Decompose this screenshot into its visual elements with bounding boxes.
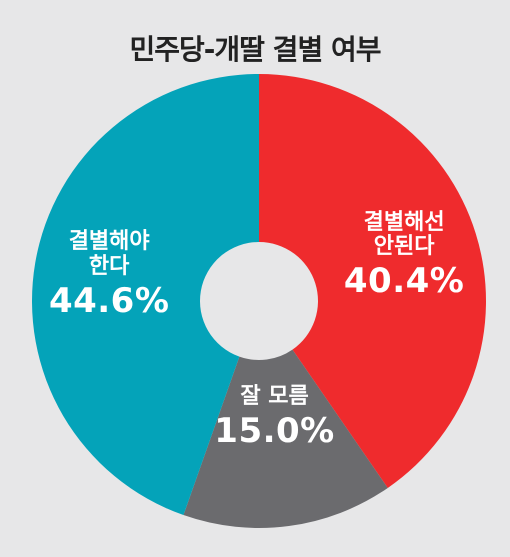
slice-percent: 40.4% bbox=[343, 261, 465, 302]
slice-label-should-split: 결별해야 한다 44.6% bbox=[49, 230, 169, 320]
slice-name: 잘 모름 bbox=[240, 384, 309, 410]
pie-slice bbox=[32, 74, 260, 516]
slice-label-unsure: 잘 모름 15.0% bbox=[214, 384, 335, 452]
slice-label-should-not-split: 결별해선 안된다 40.4% bbox=[343, 209, 465, 302]
slice-name: 결별해선 안된다 bbox=[363, 209, 445, 260]
chart-title: 민주당-개딸 결별 여부 bbox=[129, 33, 382, 66]
pie-slice bbox=[183, 349, 388, 528]
slice-percent: 44.6% bbox=[48, 280, 170, 321]
slice-percent: 15.0% bbox=[214, 411, 335, 452]
pie-slice bbox=[259, 74, 486, 488]
slice-name: 결별해야 한다 bbox=[68, 229, 150, 279]
